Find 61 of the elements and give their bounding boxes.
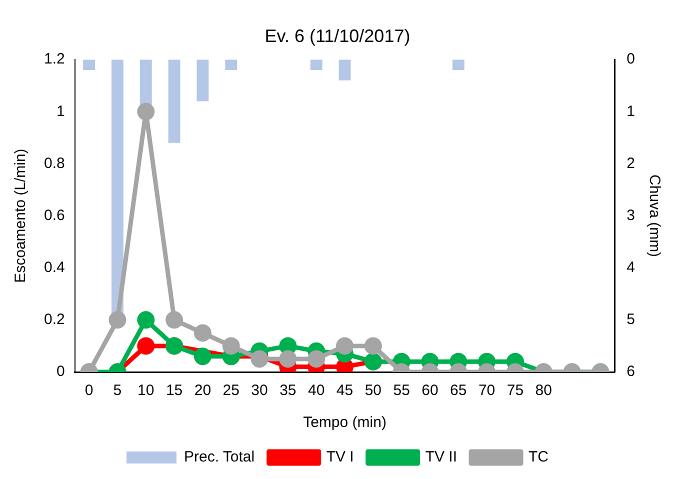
point [250,350,268,368]
x-tick-label: 45 [336,382,354,400]
x-axis-title: Tempo (min) [303,414,386,432]
x-tick-label: 20 [194,382,212,400]
y2-tick-label: 4 [626,259,635,276]
y2-tick-label: 0 [626,50,635,68]
y-tick-label: 0.8 [44,154,65,172]
bar [83,60,96,70]
x-tick-label: 40 [308,382,325,400]
x-tick-label: 25 [222,382,240,400]
bar [452,60,464,70]
x-tick-label: 50 [364,382,382,400]
y-axis-title: Escoamento (L/min) [12,148,30,283]
point [336,337,354,355]
point [108,311,126,329]
legend-label: TV I [326,448,354,466]
x-tick-label: 75 [506,382,524,400]
x-tick-label: 65 [450,382,467,400]
x-tick-label: 5 [113,382,122,400]
legend-label: TV II [425,448,458,466]
y2-tick-label: 5 [626,311,635,328]
x-tick-label: 30 [251,382,268,400]
point [194,348,212,366]
x-tick-label: 15 [166,382,183,400]
point [222,337,240,355]
point [166,311,184,329]
y2-axis-title: Chuva (mm) [646,174,663,258]
point [137,337,155,355]
y-tick-label: 0.2 [44,311,65,328]
y-tick-label: 1.2 [44,50,65,68]
bar [140,60,152,106]
y-tick-label: 0.6 [44,206,65,224]
point [137,311,155,329]
point [194,324,212,342]
x-tick-label: 35 [280,382,296,400]
bar [338,60,351,80]
y2-tick-label: 2 [626,154,635,172]
y2-tick-label: 3 [626,206,635,224]
point [308,350,326,368]
y-tick-label: 0 [56,363,65,380]
legend-label: TC [528,448,549,466]
y-tick-label: 1 [56,102,65,120]
x-tick-label: 60 [422,382,438,400]
bar [225,60,238,70]
point [364,337,382,355]
y-tick-label: 0.4 [44,259,65,276]
legend-label: Prec. Total [184,448,255,466]
y2-tick-label: 6 [626,363,635,380]
bar [168,60,180,143]
point [137,102,155,120]
x-tick-label: 10 [138,382,154,400]
x-tick-label: 55 [393,382,410,400]
bar [310,60,322,70]
bar [196,60,209,102]
x-tick-label: 80 [535,382,552,400]
bar [112,60,124,315]
chart-title: Ev. 6 (11/10/2017) [264,26,410,46]
y2-tick-label: 1 [626,102,635,120]
x-tick-label: 0 [84,382,94,400]
point [279,350,297,368]
x-tick-label: 70 [478,382,496,400]
